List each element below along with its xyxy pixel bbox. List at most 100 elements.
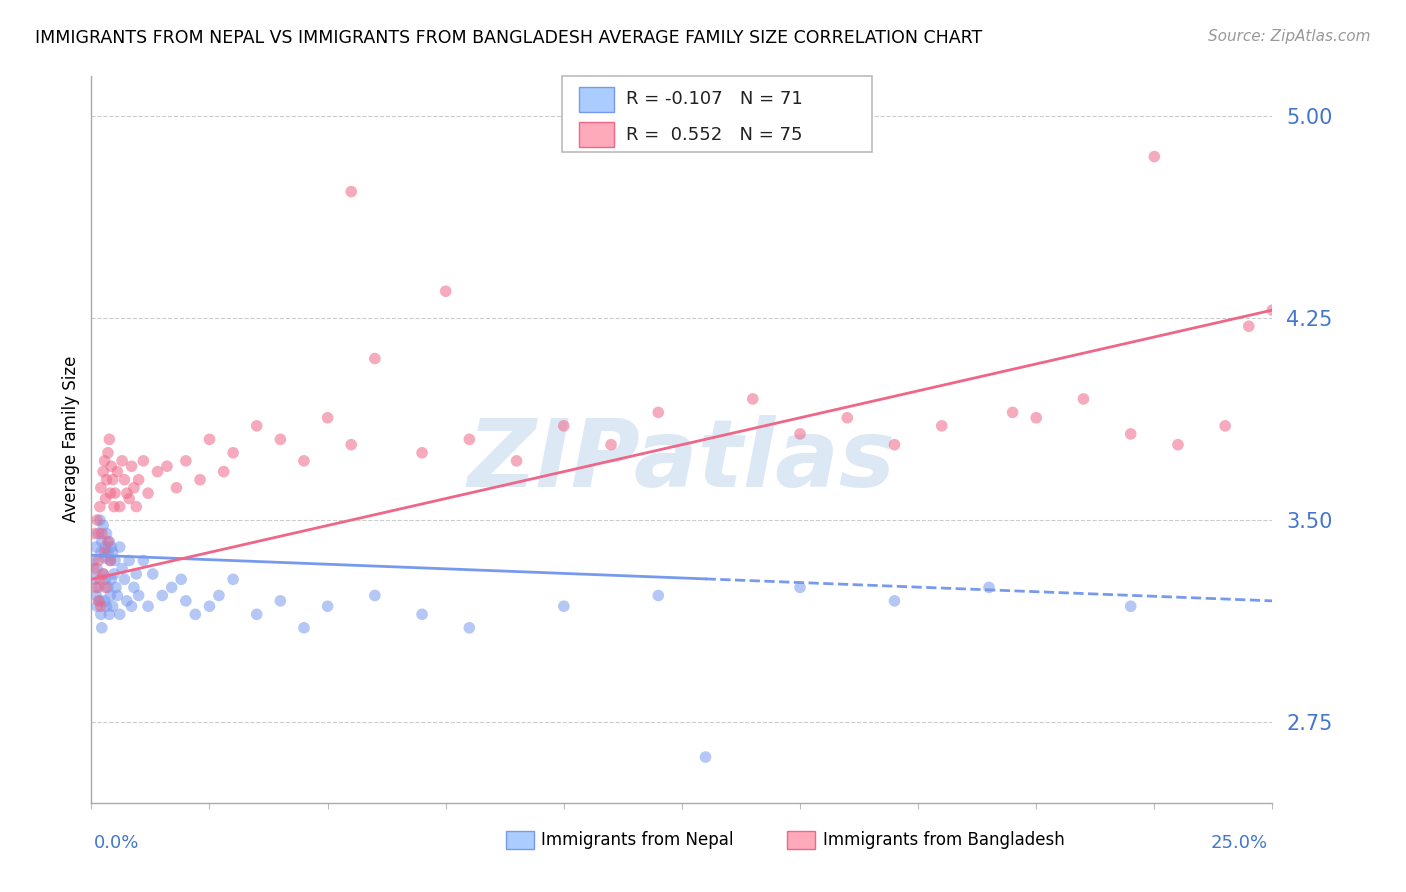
Point	[1237, 319, 1260, 334]
Point	[174, 454, 197, 468]
Point	[1119, 599, 1142, 614]
Point	[188, 473, 211, 487]
Point	[458, 433, 481, 447]
Point	[84, 572, 107, 586]
Point	[198, 599, 221, 614]
Point	[87, 553, 110, 567]
Point	[115, 594, 138, 608]
Text: R =  0.552   N = 75: R = 0.552 N = 75	[626, 126, 803, 144]
Point	[89, 500, 111, 514]
Point	[977, 581, 1000, 595]
Point	[292, 621, 315, 635]
Y-axis label: Average Family Size: Average Family Size	[62, 356, 80, 523]
Point	[789, 426, 811, 441]
Point	[98, 553, 121, 567]
Point	[83, 553, 105, 567]
Point	[103, 566, 125, 581]
Point	[114, 572, 136, 586]
Point	[89, 594, 111, 608]
Point	[96, 526, 118, 541]
Text: IMMIGRANTS FROM NEPAL VS IMMIGRANTS FROM BANGLADESH AVERAGE FAMILY SIZE CORRELAT: IMMIGRANTS FROM NEPAL VS IMMIGRANTS FROM…	[35, 29, 983, 46]
Point	[90, 526, 112, 541]
Point	[108, 540, 131, 554]
Point	[100, 459, 122, 474]
Point	[136, 486, 159, 500]
Point	[741, 392, 763, 406]
Point	[208, 589, 231, 603]
Point	[86, 561, 108, 575]
Point	[94, 540, 117, 554]
Point	[98, 553, 121, 567]
Point	[100, 540, 122, 554]
Point	[84, 540, 107, 554]
Point	[647, 405, 669, 419]
Point	[87, 594, 110, 608]
Point	[86, 599, 108, 614]
Point	[98, 534, 121, 549]
Point	[132, 553, 155, 567]
Point	[174, 594, 197, 608]
Point	[93, 454, 115, 468]
Point	[108, 607, 131, 622]
Point	[364, 589, 387, 603]
Point	[91, 518, 114, 533]
Point	[128, 473, 150, 487]
Point	[104, 581, 127, 595]
Point	[90, 481, 112, 495]
Point	[269, 594, 291, 608]
Point	[1167, 438, 1189, 452]
Point	[94, 572, 117, 586]
Point	[505, 454, 527, 468]
Text: 0.0%: 0.0%	[94, 834, 139, 852]
Point	[125, 566, 148, 581]
Point	[146, 465, 169, 479]
Point	[246, 418, 269, 433]
Point	[411, 607, 433, 622]
Point	[89, 572, 111, 586]
Point	[1073, 392, 1095, 406]
Point	[122, 481, 145, 495]
Point	[111, 561, 134, 575]
Point	[222, 572, 245, 586]
Text: 25.0%: 25.0%	[1211, 834, 1268, 852]
Point	[883, 594, 905, 608]
Point	[115, 486, 138, 500]
Point	[340, 185, 363, 199]
Point	[170, 572, 193, 586]
Text: R = -0.107   N = 71: R = -0.107 N = 71	[626, 90, 803, 108]
Point	[93, 550, 115, 565]
Point	[364, 351, 387, 366]
Text: ZIPatlas: ZIPatlas	[468, 415, 896, 508]
Point	[128, 589, 150, 603]
Point	[246, 607, 269, 622]
Point	[97, 446, 120, 460]
Point	[165, 481, 187, 495]
Point	[931, 418, 953, 433]
Point	[98, 486, 121, 500]
Point	[84, 589, 107, 603]
Point	[1143, 150, 1166, 164]
Point	[121, 599, 143, 614]
Point	[789, 581, 811, 595]
Point	[411, 446, 433, 460]
Point	[1213, 418, 1236, 433]
Point	[160, 581, 183, 595]
Text: Immigrants from Bangladesh: Immigrants from Bangladesh	[823, 831, 1064, 849]
Point	[104, 553, 127, 567]
Point	[114, 473, 136, 487]
Point	[91, 566, 114, 581]
Point	[1025, 410, 1047, 425]
Point	[100, 572, 122, 586]
Point	[269, 433, 291, 447]
Point	[150, 589, 173, 603]
Point	[98, 607, 121, 622]
Point	[458, 621, 481, 635]
Point	[695, 750, 717, 764]
Point	[212, 465, 235, 479]
Point	[292, 454, 315, 468]
Point	[837, 410, 859, 425]
Point	[316, 599, 339, 614]
Point	[87, 526, 110, 541]
Text: Source: ZipAtlas.com: Source: ZipAtlas.com	[1208, 29, 1371, 44]
Point	[97, 581, 120, 595]
